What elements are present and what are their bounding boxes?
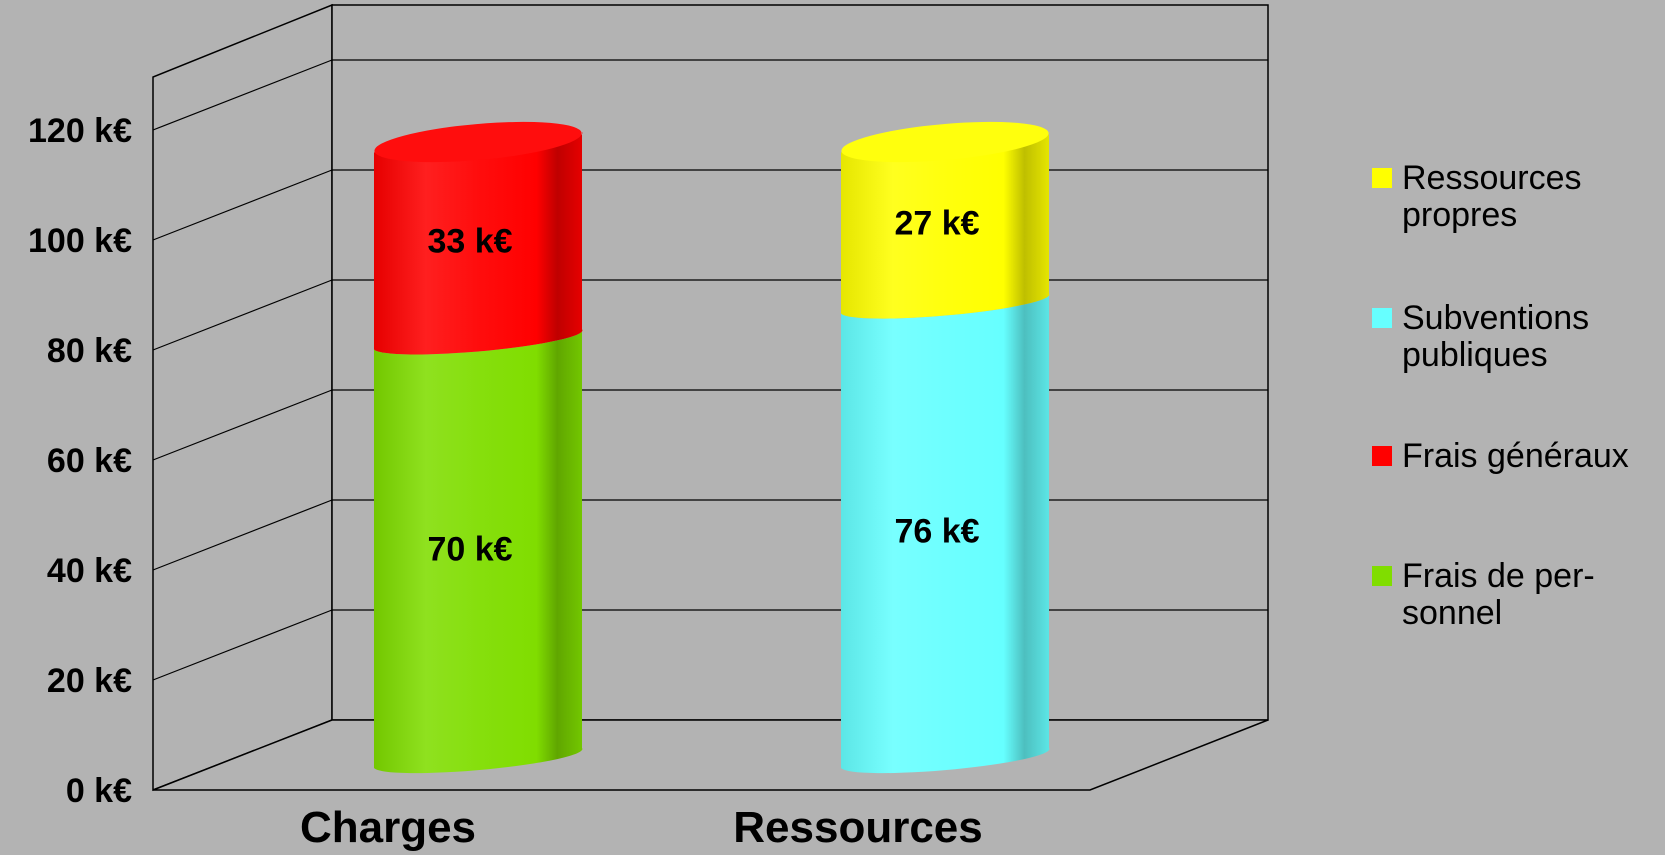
gridline-side	[152, 499, 333, 571]
bar-segment: 70 k€	[374, 329, 583, 774]
y-tick-label: 120 k€	[28, 112, 132, 150]
y-tick-label: 100 k€	[28, 222, 132, 260]
legend-label: Frais de per-	[1402, 557, 1595, 595]
gridline-side	[152, 59, 333, 131]
legend-label: Ressources	[1402, 159, 1582, 197]
legend-swatch	[1372, 308, 1392, 328]
y-axis-tick-labels: 0 k€ 20 k€ 40 k€ 60 k€ 80 k€ 100 k€ 120 k€	[28, 112, 132, 810]
category-label: Ressources	[733, 803, 982, 852]
chart-walls	[152, 3, 1269, 792]
gridline-side	[152, 169, 333, 241]
data-label: 27 k€	[894, 205, 979, 243]
legend-label: Frais généraux	[1402, 437, 1629, 475]
legend-label: propres	[1402, 196, 1517, 234]
cylinder-top	[374, 121, 582, 163]
bar-segment: 27 k€	[841, 121, 1050, 319]
cylinder-top	[841, 121, 1049, 163]
legend-label: sonnel	[1402, 594, 1502, 632]
data-label: 76 k€	[894, 513, 979, 551]
legend-swatch	[1372, 168, 1392, 188]
legend-label: publiques	[1402, 336, 1548, 374]
floor	[152, 719, 1269, 791]
legend-swatch	[1372, 566, 1392, 586]
gridline-side	[152, 609, 333, 681]
bar-segment: 33 k€	[374, 121, 583, 355]
cylinder-body	[841, 293, 1050, 774]
category-labels: Charges Ressources	[300, 803, 983, 852]
bar-segment: 76 k€	[841, 293, 1050, 774]
cylinder-body	[374, 132, 583, 355]
y-tick-label: 60 k€	[47, 442, 132, 480]
legend-swatch	[1372, 446, 1392, 466]
side-wall	[152, 3, 333, 792]
data-label: 33 k€	[427, 223, 512, 261]
y-tick-label: 40 k€	[47, 552, 132, 590]
y-tick-label: 0 k€	[66, 772, 132, 810]
bars: 70 k€ 33 k€ 76 k€ 27 k€	[374, 121, 1050, 774]
y-tick-label: 20 k€	[47, 662, 132, 700]
gridline-side	[152, 279, 333, 351]
y-tick-label: 80 k€	[47, 332, 132, 370]
legend-label: Subventions	[1402, 299, 1589, 337]
legend-entry: Frais de per-sonnel	[1372, 557, 1595, 632]
cylinder-body	[841, 132, 1050, 319]
cylinder-body	[374, 329, 583, 774]
legend-entry: Frais généraux	[1372, 437, 1629, 475]
gridline-side	[152, 389, 333, 461]
category-label: Charges	[300, 803, 476, 852]
data-label: 70 k€	[427, 531, 512, 569]
